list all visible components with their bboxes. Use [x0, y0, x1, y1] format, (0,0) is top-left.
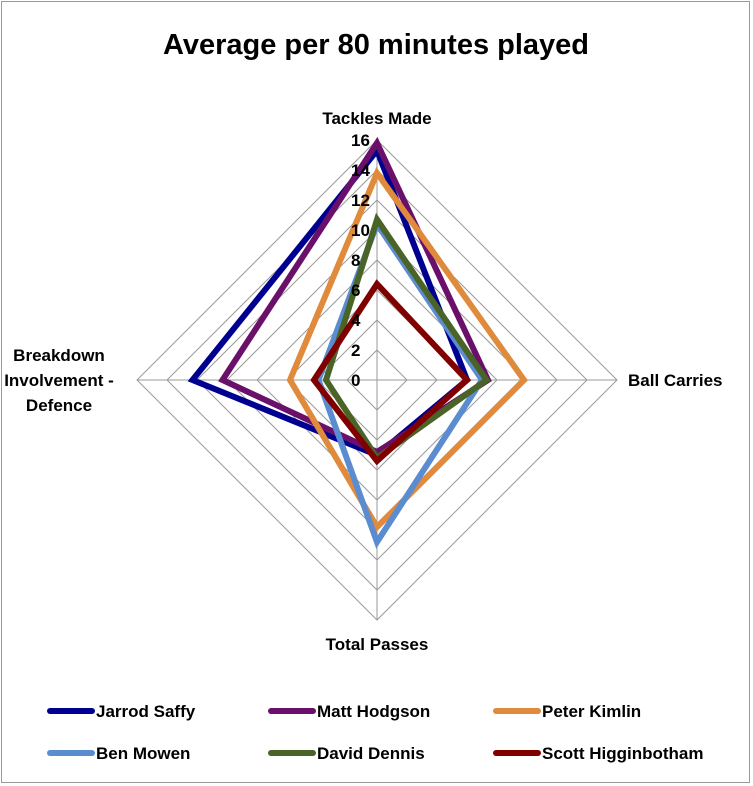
tick-label: 14: [351, 161, 370, 180]
legend-label: Matt Hodgson: [317, 702, 430, 721]
series-matt-hodgson: [218, 136, 492, 456]
tick-label: 6: [351, 281, 360, 300]
axis-labels: Tackles Made Ball Carries Total Passes Brea…: [4, 109, 722, 654]
chart-title: Average per 80 minutes played: [163, 29, 589, 61]
tick-label: 10: [351, 221, 370, 240]
radar-grid: [136, 139, 618, 621]
legend-label: Peter Kimlin: [542, 702, 641, 721]
series-scott-higginbotham: [310, 279, 472, 466]
tick-label: 8: [351, 251, 360, 270]
series-peter-kimlin: [286, 166, 528, 532]
tick-label: 0: [351, 371, 360, 390]
tick-label: 2: [351, 341, 360, 360]
tick-labels: 0 2 4 6 8 10 12 14 16: [351, 131, 370, 390]
legend-label: David Dennis: [317, 744, 425, 763]
tick-label: 4: [351, 311, 361, 330]
axis-label-3: Breakdown Involvement -Defence: [4, 346, 114, 415]
axis-label-2: Total Passes: [326, 635, 429, 654]
tick-label: 12: [351, 191, 370, 210]
series-layer: [187, 136, 528, 549]
legend-label: Ben Mowen: [96, 744, 190, 763]
axis-label-1: Ball Carries: [628, 371, 723, 390]
series-ben-mowen: [315, 217, 486, 549]
legend-label: Jarrod Saffy: [96, 702, 196, 721]
tick-label: 16: [351, 131, 370, 150]
axis-label-0: Tackles Made: [322, 109, 431, 128]
legend-label: Scott Higginbotham: [542, 744, 703, 763]
legend: Jarrod Saffy Matt Hodgson Peter Kimlin Ben …: [47, 702, 703, 763]
